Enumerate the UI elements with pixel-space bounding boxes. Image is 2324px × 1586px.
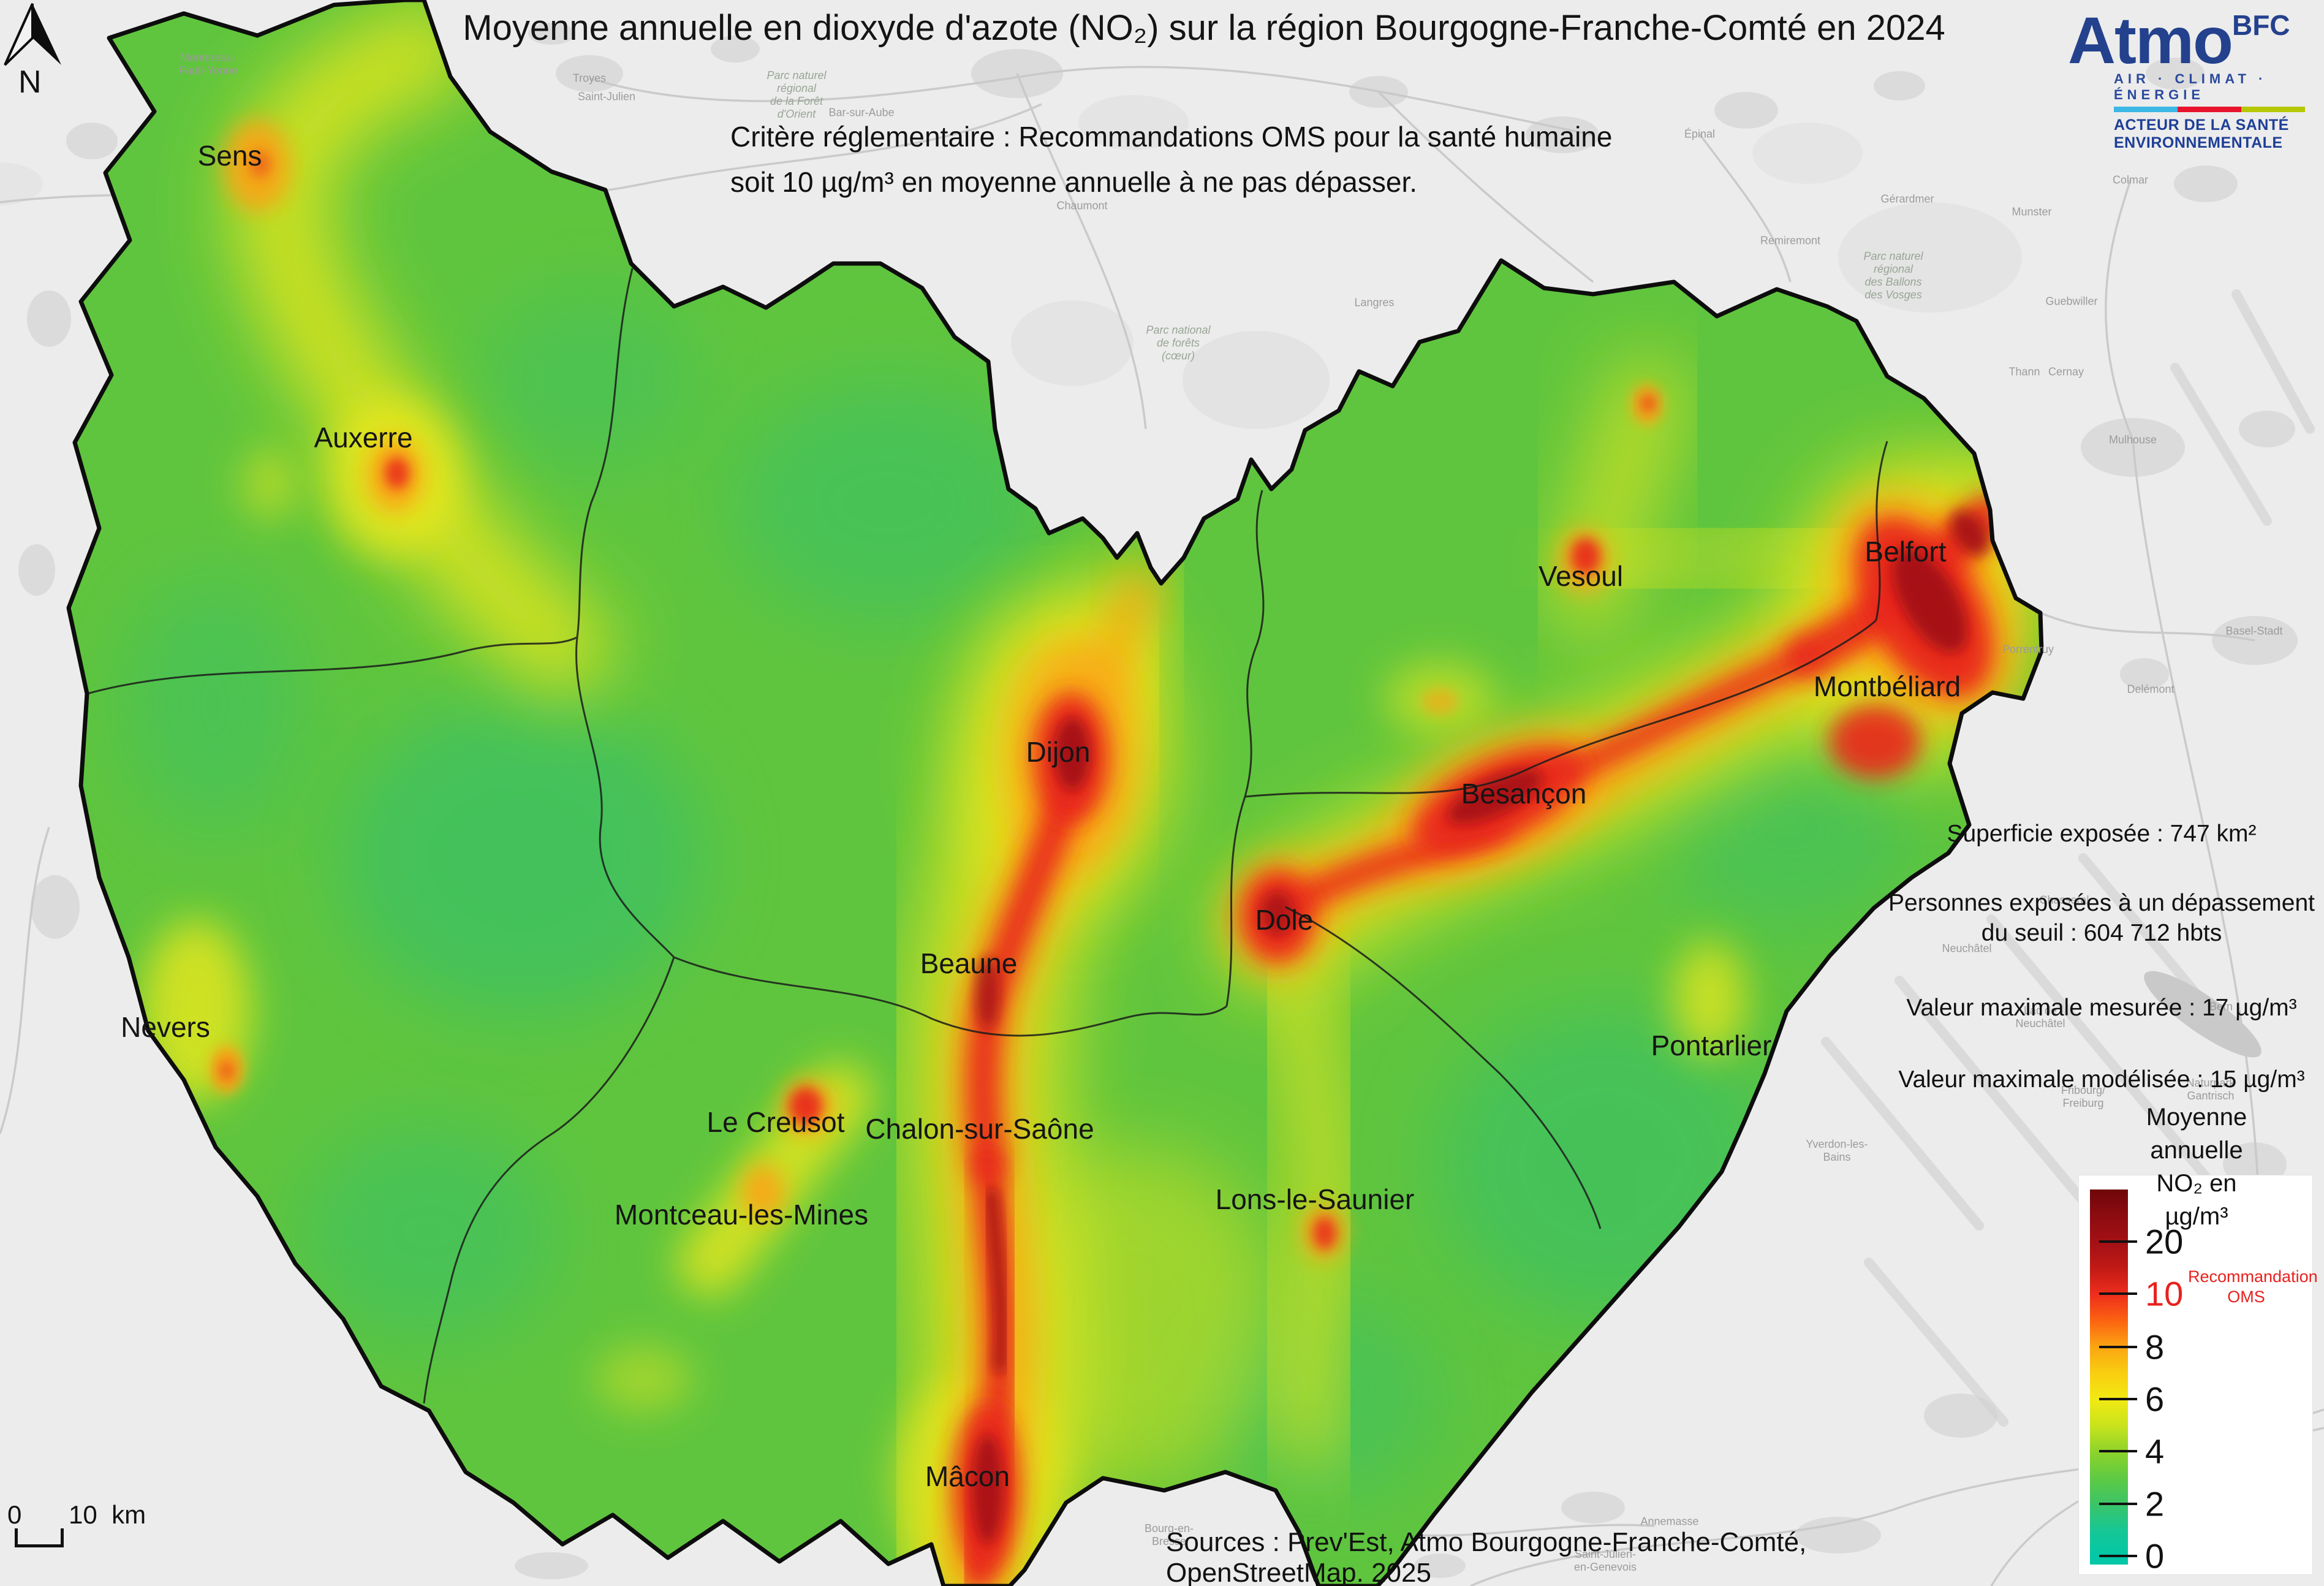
logo-wordmark: Atmo xyxy=(2068,3,2233,77)
map-title: Moyenne annuelle en dioxyde d'azote (NO₂… xyxy=(463,8,1945,48)
basemap-label-troyes: Troyes xyxy=(572,72,607,85)
basemap-label-munster: Munster xyxy=(2012,205,2052,218)
stat-personnes-line1: Personnes exposées à un dépassement xyxy=(1888,890,2315,916)
city-label-nevers: Nevers xyxy=(121,1011,210,1043)
basemap-label-bern: Bern xyxy=(2209,1000,2233,1013)
stat-max-mesuree: Valeur maximale mesurée : 17 µg/m³ xyxy=(1906,995,2297,1021)
sources-credit: Sources : Prev'Est, Atmo Bourgogne-Franc… xyxy=(1166,1527,1807,1586)
basemap-label-parc-naturel-r-gional-de-la-for-t-d-orient: Parc naturel régional de la Forêt d'Orie… xyxy=(766,69,827,120)
logo-region-code: BFC xyxy=(2231,9,2290,41)
city-label-dijon: Dijon xyxy=(1026,736,1091,768)
logo-bottom-line: ACTEUR DE LA SANTÉ ENVIRONNEMENTALE xyxy=(2114,116,2289,151)
basemap-label-neuch-tel: Neuchâtel xyxy=(1942,942,1992,955)
city-label-vesoul: Vesoul xyxy=(1538,560,1624,592)
basemap-label-parc-national-de-for-ts-c-ur-: Parc national de forêts (cœur) xyxy=(1146,324,1211,362)
basemap-label-yverdon-les-bains: Yverdon-les- Bains xyxy=(1806,1138,1868,1163)
atmo-bfc-logo: AtmoBFC AIR · CLIMAT · ÉNERGIE ACTEUR DE… xyxy=(2068,7,2313,152)
logo-color-bar xyxy=(2114,107,2305,112)
subtitle-line1: Critère réglementaire : Recommandations … xyxy=(730,121,1613,153)
city-label-pontarlier: Pontarlier xyxy=(1651,1030,1772,1061)
legend-tick-line-20 xyxy=(2099,1240,2137,1243)
city-label-chalon-sur-sa-ne: Chalon-sur-Saône xyxy=(865,1113,1094,1145)
basemap-label-colmar: Colmar xyxy=(2112,173,2149,186)
legend-colorbar xyxy=(2090,1190,2128,1565)
subtitle-line2: soit 10 µg/m³ en moyenne annuelle à ne p… xyxy=(730,166,1418,198)
basemap-label-thann: Thann xyxy=(2008,365,2040,378)
basemap-label-cernay: Cernay xyxy=(2048,365,2084,378)
north-arrow-icon xyxy=(4,3,61,66)
legend-tick-line-8 xyxy=(2099,1346,2137,1348)
logo-tagline: AIR · CLIMAT · ÉNERGIE xyxy=(2114,71,2268,102)
city-label-sens: Sens xyxy=(197,140,262,172)
basemap-label-bar-sur-aube: Bar-sur-Aube xyxy=(828,106,895,119)
legend-tick-line-4 xyxy=(2099,1450,2137,1452)
basemap-label-del-mont: Delémont xyxy=(2127,683,2174,696)
legend-tick-label-8: 8 xyxy=(2145,1327,2165,1367)
city-label-montceau-les-mines: Montceau-les-Mines xyxy=(614,1199,869,1231)
basemap-label-porrentruy: Porrentruy xyxy=(2002,643,2054,656)
north-label: N xyxy=(18,64,42,100)
legend-tick-line-2 xyxy=(2099,1503,2137,1505)
basemap-label-basel-stadt: Basel-Stadt xyxy=(2225,624,2283,637)
basemap-label-g-rardmer: Gérardmer xyxy=(1880,192,1934,205)
city-label-beaune: Beaune xyxy=(920,947,1018,979)
city-label-dole: Dole xyxy=(1255,904,1314,936)
stat-max-modelisee: Valeur maximale modélisée : 15 µg/m³ xyxy=(1898,1066,2305,1093)
logo-bar-cyan xyxy=(2114,107,2178,112)
basemap-label-bourg-en-bresse: Bourg-en- Bresse xyxy=(1144,1522,1194,1547)
basemap-label-saint-julien: Saint-Julien xyxy=(577,90,636,103)
legend-colorbar-box: 20 10 8 6 4 2 0 Recommandation OMS xyxy=(2078,1175,2318,1576)
city-label-auxerre: Auxerre xyxy=(314,422,413,453)
basemap-label--pinal: Épinal xyxy=(1684,127,1716,140)
city-label-besan-on: Besançon xyxy=(1461,778,1587,810)
basemap-label-chasseral: Chasseral xyxy=(2039,894,2089,906)
basemap-label-remiremont: Remiremont xyxy=(1760,234,1821,247)
legend-tick-line-6 xyxy=(2099,1398,2137,1400)
logo-bar-red xyxy=(2178,107,2241,112)
lake-neuchatel xyxy=(2144,971,2262,1058)
basemap-label-guebwiller: Guebwiller xyxy=(2045,295,2098,308)
department-borders xyxy=(86,268,1888,1404)
basemap-label-fribourg-freiburg: Fribourg/ Freiburg xyxy=(2061,1084,2106,1109)
legend-tick-label-2: 2 xyxy=(2145,1484,2165,1523)
basemap-label-saint-julien-en-genevois: Saint-Julien- en-Genevois xyxy=(1573,1548,1637,1573)
basemap-label-parc-naturel-r-gional-des-ballons-des-vosges: Parc naturel régional des Ballons des Vo… xyxy=(1863,250,1923,301)
basemap-label-naturpark-gantrisch: Naturpark Gantrisch xyxy=(2186,1077,2235,1102)
logo-bar-green xyxy=(2241,107,2305,112)
scalebar-tick-left xyxy=(15,1528,18,1547)
stat-superficie: Superficie exposée : 747 km² xyxy=(1947,821,2257,847)
basemap-label-mulhouse: Mulhouse xyxy=(2108,433,2157,446)
city-label-m-con: Mâcon xyxy=(925,1460,1010,1492)
basemap-label-montereau-fault-yonne: Montereau- Fault-Yonne xyxy=(178,51,238,77)
city-label-montb-liard: Montbéliard xyxy=(1813,670,1961,702)
legend-tick-label-20: 20 xyxy=(2145,1222,2184,1261)
scalebar-line xyxy=(15,1544,64,1547)
legend-tick-label-4: 4 xyxy=(2145,1432,2165,1471)
basemap-label-langres: Langres xyxy=(1354,296,1395,309)
scalebar-tick-right xyxy=(61,1528,64,1547)
stat-personnes-line2: du seuil : 604 712 hbts xyxy=(1981,920,2222,946)
legend-oms-note: Recommandation OMS xyxy=(2188,1267,2318,1306)
city-label-lons-le-saunier: Lons-le-Saunier xyxy=(1215,1183,1415,1215)
basemap-label-annemasse: Annemasse xyxy=(1640,1515,1699,1528)
map-subtitle: Critère réglementaire : Recommandations … xyxy=(730,114,1612,205)
city-label-le-creusot: Le Creusot xyxy=(706,1106,845,1138)
legend-title: Moyenne annuelle NO₂ en µg/m³ xyxy=(2146,1104,2247,1230)
legend-tick-label-0: 0 xyxy=(2145,1536,2165,1576)
legend-tick-label-10: 10 xyxy=(2145,1274,2184,1313)
stat-personnes: Personnes exposées à un dépassement du s… xyxy=(1863,888,2324,948)
scalebar-distance: 10 km xyxy=(69,1500,146,1529)
legend-tick-line-0 xyxy=(2099,1555,2137,1557)
city-label-belfort: Belfort xyxy=(1864,536,1947,567)
legend-tick-line-10 xyxy=(2099,1292,2137,1295)
basemap-label-chaumont: Chaumont xyxy=(1056,199,1108,212)
scalebar-zero: 0 xyxy=(7,1500,22,1529)
legend-tick-label-6: 6 xyxy=(2145,1379,2165,1419)
basemap-label-lac-de-neuch-tel: Lac de Neuchâtel xyxy=(2015,1004,2065,1030)
